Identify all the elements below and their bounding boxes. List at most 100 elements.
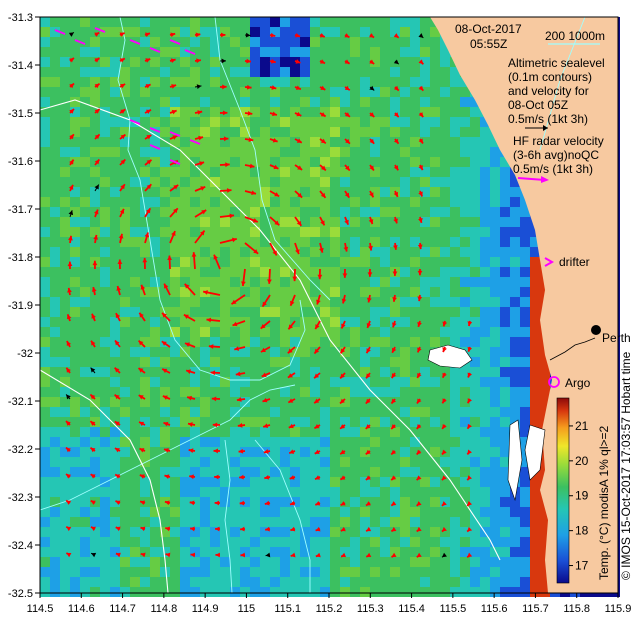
sst-cell [360,467,370,477]
sst-cell [250,507,260,517]
sst-cell [140,587,150,597]
sst-cell [430,567,440,577]
sst-cell [440,407,450,417]
sst-cell [360,437,370,447]
sst-cell [40,197,50,207]
sst-cell [440,267,450,277]
sst-cell [320,407,330,417]
sst-cell [300,367,310,377]
sst-cell [40,397,50,407]
sst-cell [280,537,290,547]
sst-cell [240,557,250,567]
sst-cell [210,87,220,97]
sst-cell [450,587,460,597]
sst-cell [290,277,300,287]
sst-cell [370,327,380,337]
sst-cell [40,297,50,307]
sst-cell [380,47,390,57]
sst-cell [210,347,220,357]
sst-cell [470,397,480,407]
sst-cell [420,337,430,347]
sst-cell [290,327,300,337]
sst-cell [110,387,120,397]
sst-cell [250,467,260,477]
sst-cell [80,237,90,247]
sst-cell [280,427,290,437]
sst-cell [260,27,270,37]
velocity-vector [244,163,255,169]
sst-cell [310,377,320,387]
sst-cell [340,277,350,287]
sst-cell [130,297,140,307]
sst-cell [60,377,70,387]
sst-cell [40,287,50,297]
sst-cell [210,587,220,597]
sst-cell [110,97,120,107]
sst-cell [200,267,210,277]
sst-cell [160,377,170,387]
sst-cell [80,197,90,207]
velocity-vector [94,209,99,218]
sst-cell [410,327,420,337]
sst-cell [230,457,240,467]
sst-cell [320,507,330,517]
sst-cell [70,157,80,167]
sst-cell [170,177,180,187]
sst-cell [320,177,330,187]
sst-cell [230,217,240,227]
sst-cell [330,227,340,237]
sst-cell [270,317,280,327]
sst-cell [460,87,470,97]
sst-cell [290,577,300,587]
sst-cell [260,567,270,577]
sst-cell [490,577,500,587]
sst-cell [70,217,80,227]
sst-cell [520,377,530,387]
sst-cell [480,127,490,137]
sst-cell [290,507,300,517]
sst-cell [500,177,510,187]
sst-cell [290,37,300,47]
sst-cell [100,387,110,397]
sst-cell [90,87,100,97]
time-label: 05:55Z [470,37,507,51]
sst-cell [400,57,410,67]
sst-cell [240,107,250,117]
sst-cell [80,137,90,147]
sst-cell [440,327,450,337]
velocity-vector [144,58,151,63]
sst-cell [110,427,120,437]
sst-cell [90,357,100,367]
velocity-vector [441,372,447,379]
sst-cell [120,477,130,487]
sst-cell [200,77,210,87]
sst-cell [340,297,350,307]
sst-cell [120,537,130,547]
sst-cell [310,567,320,577]
sst-cell [250,387,260,397]
sst-cell [140,507,150,517]
sst-cell [400,557,410,567]
sst-cell [200,67,210,77]
sst-cell [450,537,460,547]
sst-cell [260,307,270,317]
sst-cell [90,307,100,317]
sst-cell [350,307,360,317]
sst-cell [300,237,310,247]
sst-cell [230,237,240,247]
sst-cell [160,507,170,517]
sst-cell [390,337,400,347]
velocity-vector [90,340,96,348]
velocity-vector [244,216,259,223]
sst-cell [280,287,290,297]
sst-cell [70,207,80,217]
sst-cell [120,307,130,317]
sst-cell [90,407,100,417]
sst-cell [390,17,400,27]
sst-cell [430,397,440,407]
sst-cell [210,27,220,37]
sst-cell [260,237,270,247]
sst-cell [280,87,290,97]
sst-cell [270,557,280,567]
